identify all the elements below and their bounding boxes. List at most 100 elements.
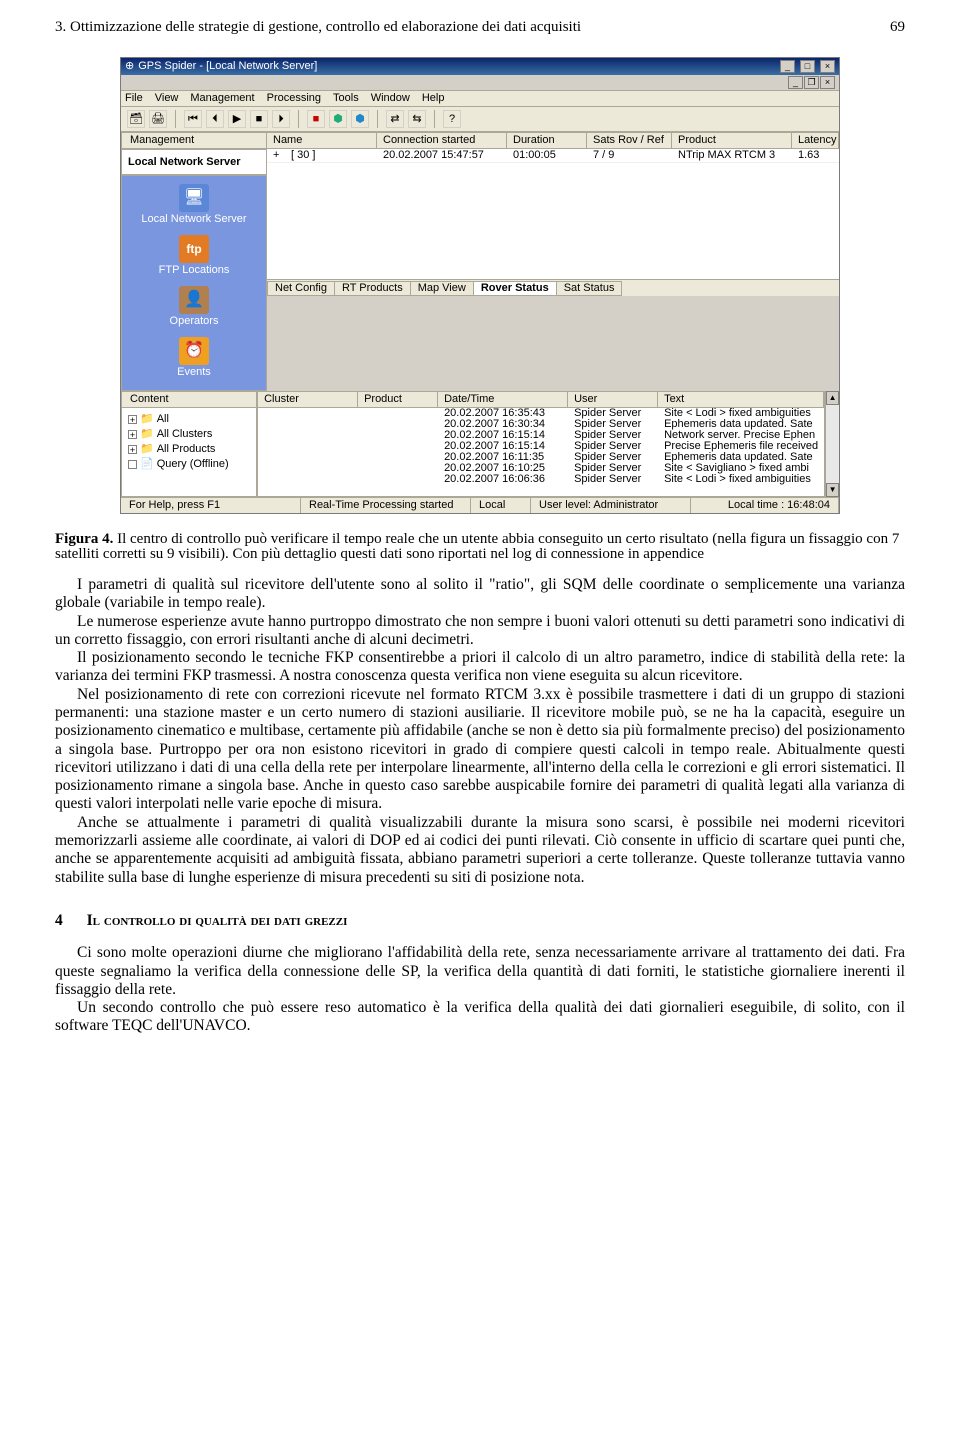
tool-next-icon[interactable]: ⏵: [272, 110, 290, 128]
log-col-cluster[interactable]: Cluster: [258, 392, 358, 407]
tab-map-view[interactable]: Map View: [410, 281, 474, 296]
sidebar-item-operators[interactable]: 👤 Operators: [126, 284, 262, 333]
scroll-up-icon[interactable]: ▲: [826, 391, 839, 405]
sidebar-item-local-network[interactable]: 🖥 Local Network Server: [126, 182, 262, 231]
figure-label: Figura 4.: [55, 531, 113, 547]
minimize-icon[interactable]: _: [780, 60, 795, 73]
tool-db-icon[interactable]: 🗃: [127, 110, 145, 128]
col-connection-started[interactable]: Connection started: [377, 133, 507, 148]
log-row[interactable]: 20.02.2007 16:06:36Spider ServerSite < L…: [258, 474, 824, 485]
menu-window[interactable]: Window: [371, 93, 410, 104]
cell-lat: 1.63: [792, 149, 839, 162]
tab-sat-status[interactable]: Sat Status: [556, 281, 623, 296]
tab-rt-products[interactable]: RT Products: [334, 281, 411, 296]
log-rows: 20.02.2007 16:35:43Spider ServerSite < L…: [258, 408, 824, 485]
tool-cube1-icon[interactable]: ⬢: [329, 110, 347, 128]
section-4-heading: 4 Il controllo di qualità dei dati grezz…: [55, 913, 905, 929]
selected-network-label: Local Network Server: [128, 157, 241, 168]
sidebar-item-ftp[interactable]: ftp FTP Locations: [126, 233, 262, 282]
scroll-down-icon[interactable]: ▼: [826, 483, 839, 497]
paragraph: Nel posizionamento di rete con correzion…: [55, 686, 905, 814]
management-selector[interactable]: Local Network Server: [121, 149, 267, 175]
child-close-icon[interactable]: ×: [820, 76, 835, 89]
operators-icon: 👤: [179, 286, 209, 314]
col-latency[interactable]: Latency: [792, 133, 839, 148]
tool-play-icon[interactable]: ▶: [228, 110, 246, 128]
log-cell: Spider Server: [568, 452, 658, 463]
tree-expand-icon[interactable]: +: [128, 415, 137, 424]
section-title: Il controllo di qualità dei dati grezzi: [87, 912, 348, 929]
tab-net-config[interactable]: Net Config: [267, 281, 335, 296]
menu-file[interactable]: File: [125, 93, 143, 104]
col-sats[interactable]: Sats Rov / Ref: [587, 133, 672, 148]
tree-expand-icon[interactable]: +: [128, 445, 137, 454]
col-product[interactable]: Product: [672, 133, 792, 148]
tool-print-icon[interactable]: 🖨: [149, 110, 167, 128]
paragraph: Un secondo controllo che può essere reso…: [55, 999, 905, 1036]
log-cell: Precise Ephemeris file received: [658, 441, 824, 452]
menu-view[interactable]: View: [155, 93, 179, 104]
child-restore-icon[interactable]: ❐: [804, 76, 819, 89]
tool-prev-icon[interactable]: ⏴: [206, 110, 224, 128]
col-duration[interactable]: Duration: [507, 133, 587, 148]
log-col-text[interactable]: Text: [658, 392, 824, 407]
cell-name: [ 30 ]: [285, 149, 377, 162]
folder-icon: 📁: [140, 427, 154, 442]
log-cell: [258, 408, 358, 419]
tree-query-offline[interactable]: 📄Query (Offline): [128, 457, 250, 472]
menu-processing[interactable]: Processing: [267, 93, 321, 104]
body-text: I parametri di qualità sul ricevitore de…: [55, 576, 905, 887]
log-cell: 20.02.2007 16:35:43: [438, 408, 568, 419]
tool-link1-icon[interactable]: ⇄: [386, 110, 404, 128]
figure-caption: Figura 4. Il centro di controllo può ver…: [55, 532, 905, 562]
close-icon[interactable]: ×: [820, 60, 835, 73]
tool-prev-skip-icon[interactable]: ⏮: [184, 110, 202, 128]
expand-icon[interactable]: +: [267, 149, 285, 162]
log-cell: Network server. Precise Ephen: [658, 430, 824, 441]
tree-all-clusters[interactable]: +📁All Clusters: [128, 427, 250, 442]
page-number: 69: [890, 20, 905, 35]
tree-expand-icon[interactable]: +: [128, 430, 137, 439]
log-cell: [358, 474, 438, 485]
gps-spider-window: ⊕ GPS Spider - [Local Network Server] _ …: [120, 57, 840, 514]
paragraph: Anche se attualmente i parametri di qual…: [55, 814, 905, 887]
tool-record-icon[interactable]: ■: [307, 110, 325, 128]
tab-rover-status[interactable]: Rover Status: [473, 281, 557, 296]
maximize-icon[interactable]: □: [800, 60, 815, 73]
tree-expand-icon[interactable]: [128, 460, 137, 469]
menu-help[interactable]: Help: [422, 93, 445, 104]
menu-tools[interactable]: Tools: [333, 93, 359, 104]
log-cell: Spider Server: [568, 419, 658, 430]
log-col-product[interactable]: Product: [358, 392, 438, 407]
sidebar-header: Management: [121, 132, 267, 149]
tool-help-icon[interactable]: ?: [443, 110, 461, 128]
menu-management[interactable]: Management: [190, 93, 254, 104]
log-cell: Site < Lodi > fixed ambiguities: [658, 408, 824, 419]
tool-link2-icon[interactable]: ⇆: [408, 110, 426, 128]
log-cell: 20.02.2007 16:15:14: [438, 441, 568, 452]
log-row[interactable]: 20.02.2007 16:35:43Spider ServerSite < L…: [258, 408, 824, 419]
log-row[interactable]: 20.02.2007 16:11:35Spider ServerEphemeri…: [258, 452, 824, 463]
log-col-user[interactable]: User: [568, 392, 658, 407]
col-name[interactable]: Name: [267, 133, 377, 148]
tree-all-products[interactable]: +📁All Products: [128, 442, 250, 457]
log-scrollbar[interactable]: ▲ ▼: [825, 391, 839, 497]
log-row[interactable]: 20.02.2007 16:10:25Spider ServerSite < S…: [258, 463, 824, 474]
child-minimize-icon[interactable]: _: [788, 76, 803, 89]
log-cell: Spider Server: [568, 441, 658, 452]
log-cell: Site < Savigliano > fixed ambi: [658, 463, 824, 474]
log-row[interactable]: 20.02.2007 16:15:14Spider ServerNetwork …: [258, 430, 824, 441]
tree-all[interactable]: +📁All: [128, 412, 250, 427]
log-cell: [358, 463, 438, 474]
log-row[interactable]: 20.02.2007 16:15:14Spider ServerPrecise …: [258, 441, 824, 452]
figure-text: Il centro di controllo può verificare il…: [55, 531, 899, 562]
paragraph: Il posizionamento secondo le tecniche FK…: [55, 649, 905, 686]
rover-row[interactable]: + [ 30 ] 20.02.2007 15:47:57 01:00:05 7 …: [267, 149, 839, 163]
sidebar-item-events[interactable]: ⏰ Events: [126, 335, 262, 384]
log-row[interactable]: 20.02.2007 16:30:34Spider ServerEphemeri…: [258, 419, 824, 430]
log-col-datetime[interactable]: Date/Time: [438, 392, 568, 407]
section-4-body: Ci sono molte operazioni diurne che migl…: [55, 944, 905, 1035]
tool-cube2-icon[interactable]: ⬢: [351, 110, 369, 128]
tool-stop-icon[interactable]: ■: [250, 110, 268, 128]
window-titlebar[interactable]: ⊕ GPS Spider - [Local Network Server] _ …: [121, 58, 839, 75]
